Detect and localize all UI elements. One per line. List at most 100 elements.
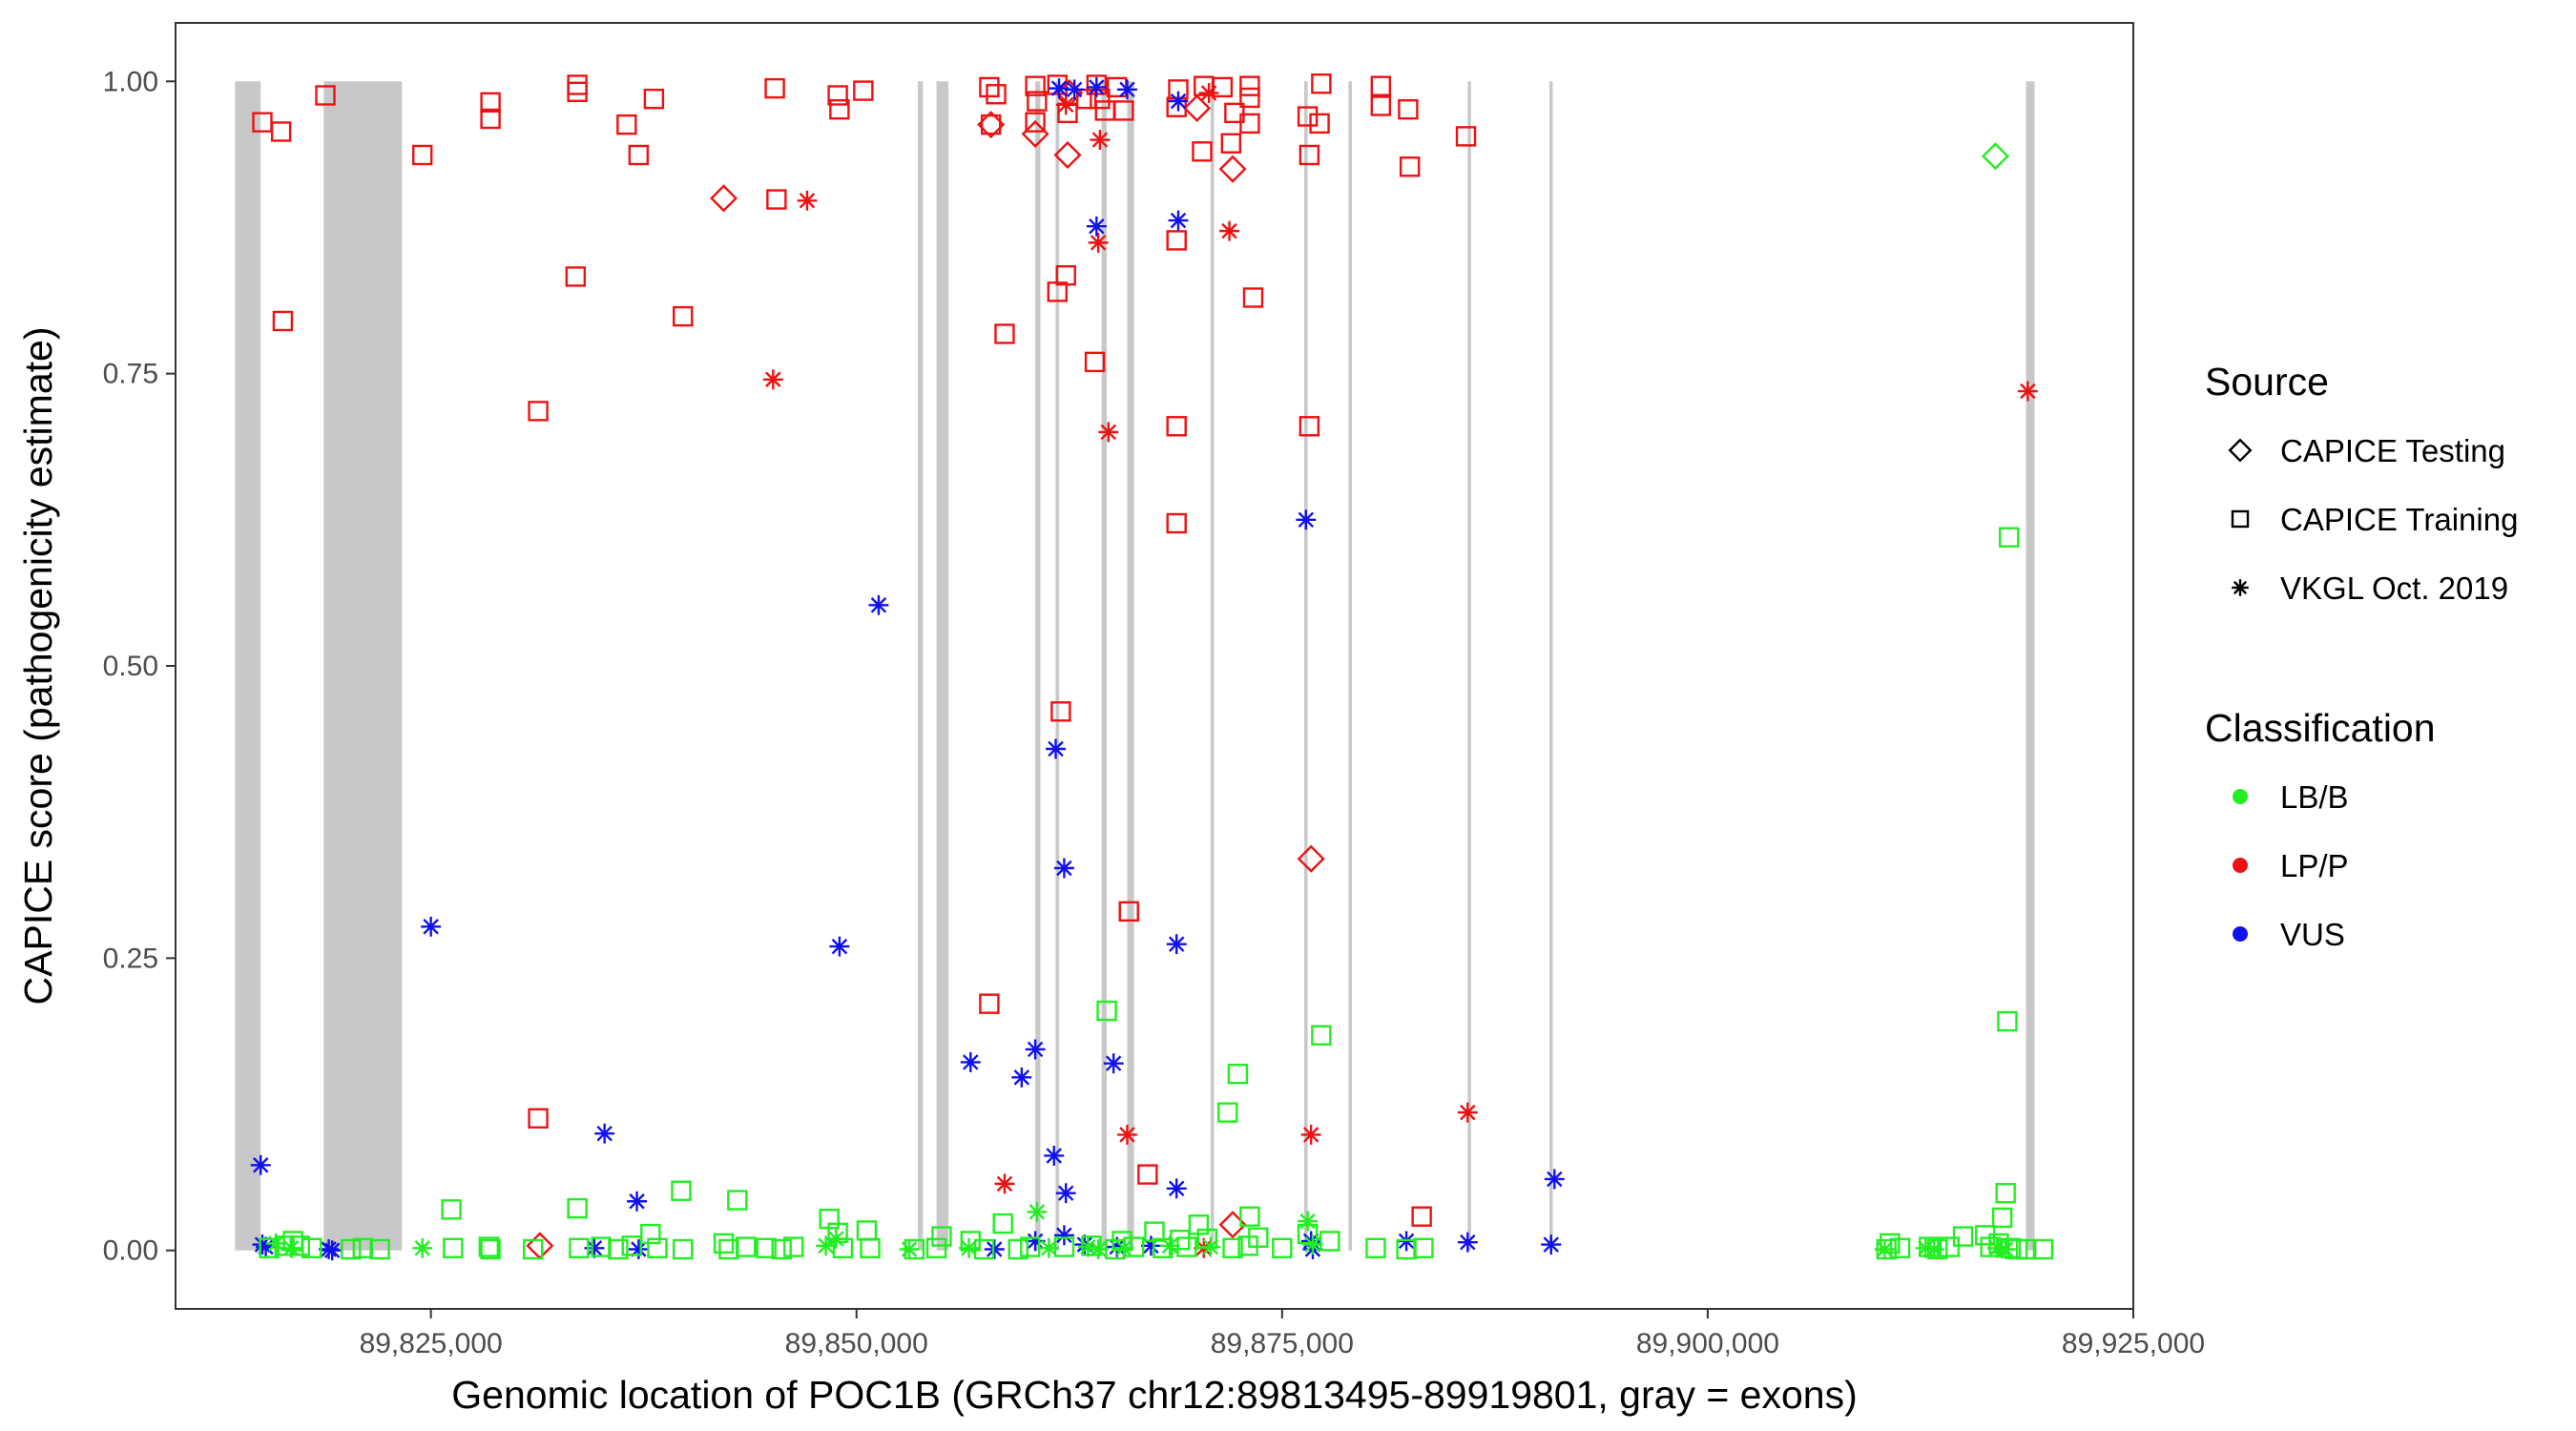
data-point	[265, 1233, 286, 1254]
data-point	[973, 1238, 995, 1260]
plot-panel-border	[175, 22, 2134, 1310]
data-point	[441, 1199, 462, 1220]
legend-source-label: VKGL Oct. 2019	[2280, 570, 2508, 606]
data-point	[1224, 102, 1245, 124]
data-point	[1544, 1169, 1565, 1190]
legend-class-label: LP/P	[2280, 848, 2349, 883]
data-point	[1176, 1236, 1197, 1257]
exon-band-12	[1467, 81, 1471, 1251]
data-point	[1027, 91, 1048, 112]
x-tick-label: 89,900,000	[1636, 1328, 1779, 1359]
x-axis-title: Genomic location of POC1B (GRCh37 chr12:…	[451, 1373, 1857, 1417]
y-tick-label: 1.00	[103, 66, 158, 97]
data-point	[931, 1226, 952, 1247]
data-point	[1025, 1039, 1046, 1060]
data-point	[829, 98, 850, 120]
data-point	[783, 1236, 804, 1257]
data-point	[1239, 75, 1260, 96]
data-point	[1457, 1102, 1478, 1123]
data-point	[528, 401, 549, 422]
data-point	[1296, 509, 1317, 530]
data-point	[673, 1238, 694, 1260]
legend-source-label: CAPICE Training	[2280, 502, 2518, 537]
data-point	[1413, 1237, 1434, 1258]
legend-class-label: VUS	[2280, 917, 2345, 952]
data-point	[1311, 73, 1332, 94]
data-point	[1049, 78, 1070, 99]
y-tick-label: 0.00	[103, 1235, 158, 1267]
data-point	[1875, 1239, 1895, 1259]
data-point	[771, 1238, 792, 1260]
legend-classification-title: Classification	[2205, 706, 2436, 750]
data-point	[1044, 1146, 1065, 1166]
data-point	[1952, 1226, 1974, 1247]
data-point	[868, 594, 889, 615]
data-point	[421, 916, 442, 937]
data-point	[621, 1235, 642, 1256]
data-point	[567, 74, 588, 95]
data-point	[1025, 75, 1046, 96]
data-point	[1300, 1124, 1321, 1145]
exon-bands	[235, 81, 2035, 1251]
legend-key-square	[2231, 509, 2250, 529]
data-point	[1889, 1237, 1911, 1258]
data-point	[1055, 1183, 1076, 1204]
data-point	[1053, 140, 1082, 169]
data-point	[1298, 416, 1320, 437]
data-point	[1309, 113, 1330, 135]
data-point	[1166, 934, 1187, 955]
data-point	[1053, 1225, 1074, 1246]
data-point	[853, 80, 874, 101]
data-point	[1118, 901, 1139, 923]
data-point	[412, 144, 433, 166]
data-point	[523, 1238, 544, 1260]
data-point	[1166, 512, 1187, 534]
data-point	[1113, 100, 1134, 121]
data-point	[1159, 1235, 1180, 1256]
data-point	[671, 1180, 692, 1201]
data-point	[301, 1237, 322, 1258]
data-point	[766, 189, 787, 210]
data-point	[1046, 738, 1066, 759]
data-point	[856, 1220, 878, 1241]
data-point	[250, 1154, 271, 1175]
data-point	[1227, 1063, 1249, 1085]
data-point	[594, 1123, 615, 1144]
data-point	[1981, 142, 2009, 171]
data-point	[1053, 858, 1074, 879]
exon-band-9	[1210, 81, 1215, 1251]
data-point	[280, 1237, 301, 1258]
data-point	[1248, 1227, 1269, 1248]
data-point	[1117, 1124, 1137, 1145]
data-point	[1025, 112, 1046, 133]
data-point	[979, 76, 1000, 98]
exon-band-10	[1304, 81, 1308, 1251]
data-point	[1166, 230, 1187, 251]
legend-class-label: LB/B	[2280, 779, 2349, 815]
data-point	[2017, 381, 2038, 402]
data-point	[628, 144, 650, 166]
y-axis-title: CAPICE score (pathogenicity estimate)	[16, 327, 60, 1006]
data-point	[1239, 1206, 1260, 1227]
data-point	[1880, 1233, 1901, 1255]
data-point	[1455, 126, 1477, 147]
data-point	[369, 1238, 390, 1260]
exon-band-3	[917, 81, 924, 1251]
data-point	[959, 1237, 979, 1258]
data-point	[1103, 1053, 1124, 1074]
data-point	[443, 1237, 464, 1258]
data-point	[1055, 264, 1076, 286]
data-point	[994, 1173, 1015, 1194]
data-point	[1008, 1238, 1028, 1260]
data-point	[727, 1190, 748, 1211]
data-point	[526, 1232, 554, 1260]
data-point	[1239, 113, 1260, 135]
data-point	[627, 1191, 648, 1212]
data-point	[1170, 1229, 1191, 1251]
data-point	[2032, 1238, 2054, 1260]
data-point	[1183, 93, 1212, 122]
exon-band-1	[235, 81, 261, 1251]
data-point	[1457, 1232, 1478, 1253]
data-point	[984, 1239, 1005, 1259]
data-point	[272, 310, 294, 332]
